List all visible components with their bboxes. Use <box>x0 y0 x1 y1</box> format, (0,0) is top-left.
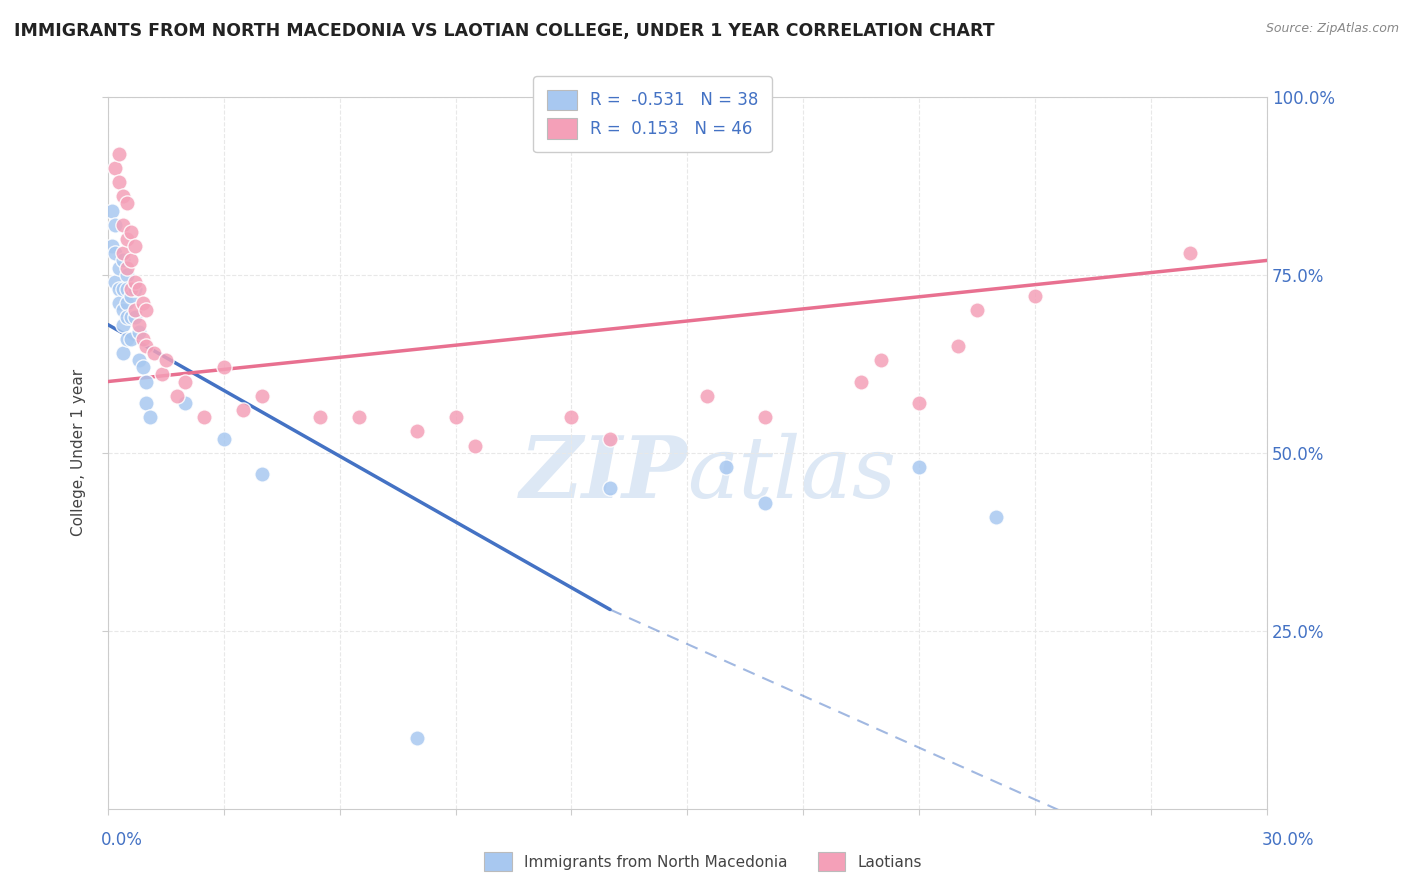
Point <box>108 282 131 296</box>
Point <box>112 246 135 260</box>
Point <box>112 218 135 232</box>
Point <box>150 368 173 382</box>
Point <box>174 396 197 410</box>
Point <box>104 218 127 232</box>
Point <box>908 396 931 410</box>
Point <box>696 389 718 403</box>
Point <box>124 282 146 296</box>
Point <box>232 403 254 417</box>
Legend: Immigrants from North Macedonia, Laotians: Immigrants from North Macedonia, Laotian… <box>478 847 928 877</box>
Point <box>100 203 122 218</box>
Point <box>174 375 197 389</box>
Text: Source: ZipAtlas.com: Source: ZipAtlas.com <box>1265 22 1399 36</box>
Point <box>1024 289 1046 303</box>
Point <box>115 268 138 282</box>
Point <box>112 253 135 268</box>
Text: IMMIGRANTS FROM NORTH MACEDONIA VS LAOTIAN COLLEGE, UNDER 1 YEAR CORRELATION CHA: IMMIGRANTS FROM NORTH MACEDONIA VS LAOTI… <box>14 22 994 40</box>
Point <box>135 396 157 410</box>
Point <box>128 282 150 296</box>
Point <box>560 410 582 425</box>
Point <box>108 260 131 275</box>
Point <box>115 310 138 325</box>
Legend: R =  -0.531   N = 38, R =  0.153   N = 46: R = -0.531 N = 38, R = 0.153 N = 46 <box>533 77 772 152</box>
Point <box>869 353 891 368</box>
Point <box>104 161 127 175</box>
Point <box>115 296 138 310</box>
Point <box>155 353 177 368</box>
Point <box>112 303 135 318</box>
Text: 0.0%: 0.0% <box>101 831 143 849</box>
Point <box>128 353 150 368</box>
Point <box>108 296 131 310</box>
Point <box>131 332 153 346</box>
Point <box>120 289 142 303</box>
Point <box>120 253 142 268</box>
Point <box>193 410 215 425</box>
Point <box>108 146 131 161</box>
Point <box>115 196 138 211</box>
Point <box>128 318 150 332</box>
Point <box>166 389 188 403</box>
Point <box>104 275 127 289</box>
Point <box>108 175 131 189</box>
Point <box>966 303 988 318</box>
Point <box>104 246 127 260</box>
Point <box>124 303 146 318</box>
Point <box>120 225 142 239</box>
Point <box>120 332 142 346</box>
Point <box>405 425 427 439</box>
Point <box>135 339 157 353</box>
Point <box>115 332 138 346</box>
Point <box>143 346 166 360</box>
Point <box>124 239 146 253</box>
Point <box>851 375 873 389</box>
Point <box>112 189 135 203</box>
Point <box>1178 246 1201 260</box>
Point <box>115 232 138 246</box>
Point <box>131 296 153 310</box>
Text: 30.0%: 30.0% <box>1263 831 1315 849</box>
Point <box>139 410 162 425</box>
Point <box>115 282 138 296</box>
Point <box>405 731 427 745</box>
Point <box>599 432 621 446</box>
Point <box>112 282 135 296</box>
Y-axis label: College, Under 1 year: College, Under 1 year <box>72 369 86 536</box>
Point <box>444 410 467 425</box>
Point <box>135 303 157 318</box>
Point <box>135 375 157 389</box>
Point <box>599 482 621 496</box>
Point <box>986 509 1008 524</box>
Point <box>347 410 370 425</box>
Point <box>100 239 122 253</box>
Point <box>120 282 142 296</box>
Point <box>252 389 274 403</box>
Point <box>946 339 969 353</box>
Point <box>124 310 146 325</box>
Point <box>464 439 486 453</box>
Point <box>714 460 737 475</box>
Point <box>252 467 274 482</box>
Point <box>112 318 135 332</box>
Text: ZIP: ZIP <box>519 433 688 516</box>
Point <box>754 496 776 510</box>
Point <box>124 275 146 289</box>
Point <box>112 346 135 360</box>
Point <box>754 410 776 425</box>
Point <box>212 360 235 375</box>
Point <box>128 325 150 339</box>
Point <box>908 460 931 475</box>
Point <box>309 410 332 425</box>
Text: atlas: atlas <box>688 433 897 516</box>
Point <box>131 360 153 375</box>
Point <box>120 310 142 325</box>
Point <box>115 260 138 275</box>
Point <box>212 432 235 446</box>
